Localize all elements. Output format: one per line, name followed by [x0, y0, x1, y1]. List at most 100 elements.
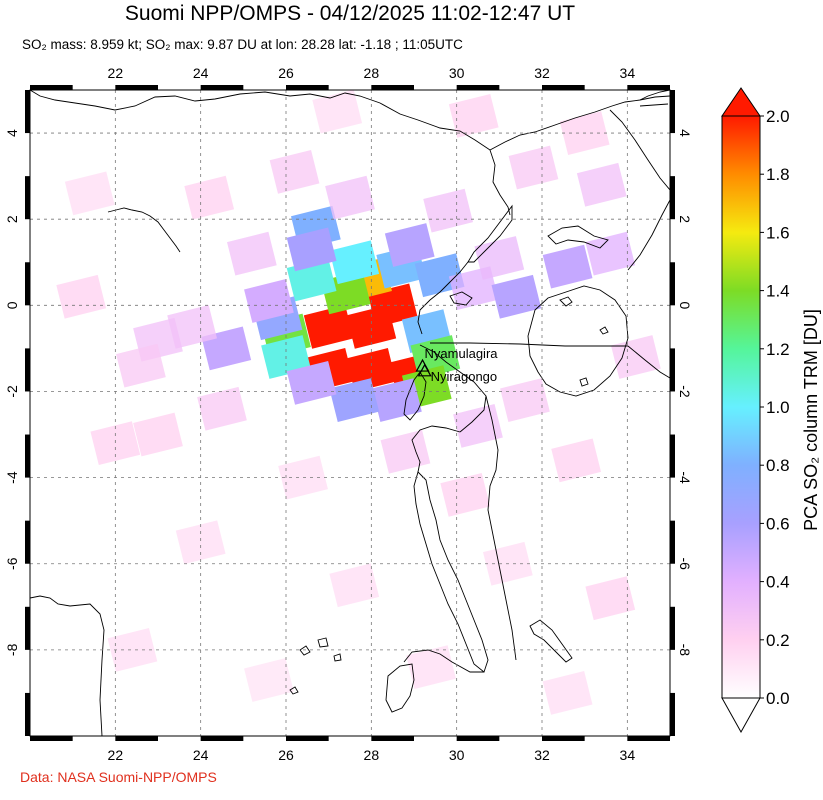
- so2-cell: [244, 279, 294, 323]
- so2-cell: [312, 90, 363, 134]
- lat-tick-label-right: -6: [677, 558, 693, 571]
- lat-tick-label-left: 4: [4, 129, 20, 137]
- lat-tick-label-left: -2: [4, 385, 20, 398]
- so2-cell: [367, 283, 418, 328]
- so2-cell: [372, 378, 422, 422]
- so2-cell: [226, 231, 277, 276]
- lon-tick-label-bottom: 30: [449, 747, 465, 763]
- so2-cell: [542, 244, 593, 289]
- border-tanzania-kenya: [627, 345, 670, 379]
- lat-tick-label-right: 0: [677, 301, 693, 309]
- so2-cell: [116, 343, 166, 388]
- so2-cell: [90, 421, 141, 466]
- so2-cell: [576, 162, 627, 207]
- data-credit: Data: NASA Suomi-NPP/OMPS: [20, 769, 217, 785]
- frame-segment: [670, 176, 675, 220]
- colorbar-tick-label: 0.2: [766, 631, 790, 650]
- frame-segment: [286, 85, 329, 90]
- frame-segment: [456, 736, 500, 741]
- lat-tick-label-left: 0: [4, 301, 20, 309]
- frame-segment: [25, 606, 30, 650]
- so2-cell: [269, 149, 320, 194]
- lon-tick-label-bottom: 28: [364, 747, 380, 763]
- frame-segment: [371, 736, 414, 741]
- colorbar-tick-labels: 0.0 0.2 0.4 0.6 0.8 1.0 1.2 1.4 1.6 1.8 2.0: [760, 107, 790, 708]
- frame-segment: [627, 85, 670, 90]
- colorbar-tick-label: 1.4: [766, 282, 790, 301]
- volcano-icon: [417, 363, 432, 377]
- so2-cell: [423, 188, 474, 233]
- so2-cell: [286, 227, 337, 272]
- frame-border: [29, 89, 671, 737]
- lon-tick-label-top: 22: [108, 65, 124, 81]
- frame-segment: [25, 520, 30, 564]
- colorbar-tick-label: 0.0: [766, 689, 790, 708]
- colorbar-body: [721, 115, 761, 699]
- frame-segment: [25, 262, 30, 306]
- lon-tick-label-top: 30: [449, 65, 465, 81]
- so2-cell: [329, 378, 380, 422]
- frame-segment: [30, 736, 73, 741]
- lat-tick-label-left: 2: [4, 215, 20, 223]
- border-east: [627, 199, 670, 271]
- border-uganda-west: [417, 261, 469, 335]
- lon-tick-label-top: 28: [364, 65, 380, 81]
- map-title: Suomi NPP/OMPS - 04/12/2025 11:02-12:47 …: [124, 2, 576, 25]
- lon-tick-label-top: 32: [534, 65, 550, 81]
- so2-cell: [508, 145, 559, 190]
- frame-segment: [627, 736, 670, 741]
- frame-segment: [25, 692, 30, 736]
- so2-cell: [325, 175, 375, 220]
- lat-tick-label-left: -4: [4, 471, 20, 484]
- frame-segment: [670, 520, 675, 564]
- lat-tick-label-left: -6: [4, 557, 20, 570]
- colorbar-tick-label: 1.6: [766, 223, 790, 242]
- frame-segment: [200, 85, 244, 90]
- so2-cell: [64, 171, 115, 216]
- lake-kyoga: [547, 225, 609, 249]
- border-north: [30, 90, 670, 151]
- frame-segment: [670, 434, 675, 478]
- colorbar-tick-label: 1.2: [766, 340, 790, 359]
- so2-cell: [56, 274, 107, 319]
- lon-tick-label-bottom: 26: [278, 747, 294, 763]
- lat-tick-label-right: -8: [677, 644, 693, 657]
- colorbar: 0.0 0.2 0.4 0.6 0.8 1.0 1.2 1.4 1.6 1.8 2.0 PCA SO…: [721, 87, 821, 734]
- so2-cell: [491, 274, 542, 319]
- so2-cell: [440, 472, 491, 517]
- lake-kivu: [403, 371, 427, 421]
- so2-cell: [107, 627, 158, 672]
- so2-cell: [474, 236, 525, 280]
- volcano-label: Nyamulagira: [425, 346, 499, 361]
- so2-cell: [542, 671, 593, 715]
- lat-tick-label-left: -8: [4, 643, 20, 656]
- lon-tick-label-bottom: 24: [193, 747, 209, 763]
- colorbar-tick-label: 2.0: [766, 107, 790, 126]
- map-subtitle: SO₂ mass: 8.959 kt; SO₂ max: 9.87 DU at …: [22, 37, 463, 52]
- border-burundi: [411, 425, 461, 473]
- frame-segment: [670, 692, 675, 736]
- so2-cell: [329, 563, 380, 608]
- frame-segment: [200, 736, 244, 741]
- ethiopia-box: [639, 103, 669, 107]
- so2-cell: [133, 412, 183, 457]
- lon-tick-label-bottom: 34: [620, 747, 636, 763]
- volcano-label: Nyiragongo: [431, 369, 498, 384]
- lon-tick-label-bottom: 22: [108, 747, 124, 763]
- so2-cell: [380, 429, 431, 474]
- frame-segment: [115, 736, 158, 741]
- so2-cell: [197, 386, 247, 431]
- colorbar-bottom-arrow: [721, 697, 761, 734]
- colorbar-tick-label: 1.0: [766, 398, 790, 417]
- border-ne: [609, 109, 670, 191]
- so2-cell: [303, 304, 354, 349]
- volcano-markers: Nyamulagira Nyiragongo: [415, 346, 499, 384]
- frame-segment: [30, 85, 73, 90]
- so2-cell: [384, 223, 435, 267]
- so2-cell: [346, 348, 397, 392]
- so2-cell: [585, 576, 636, 621]
- so2-cell: [500, 378, 550, 422]
- frame-segment: [670, 90, 675, 134]
